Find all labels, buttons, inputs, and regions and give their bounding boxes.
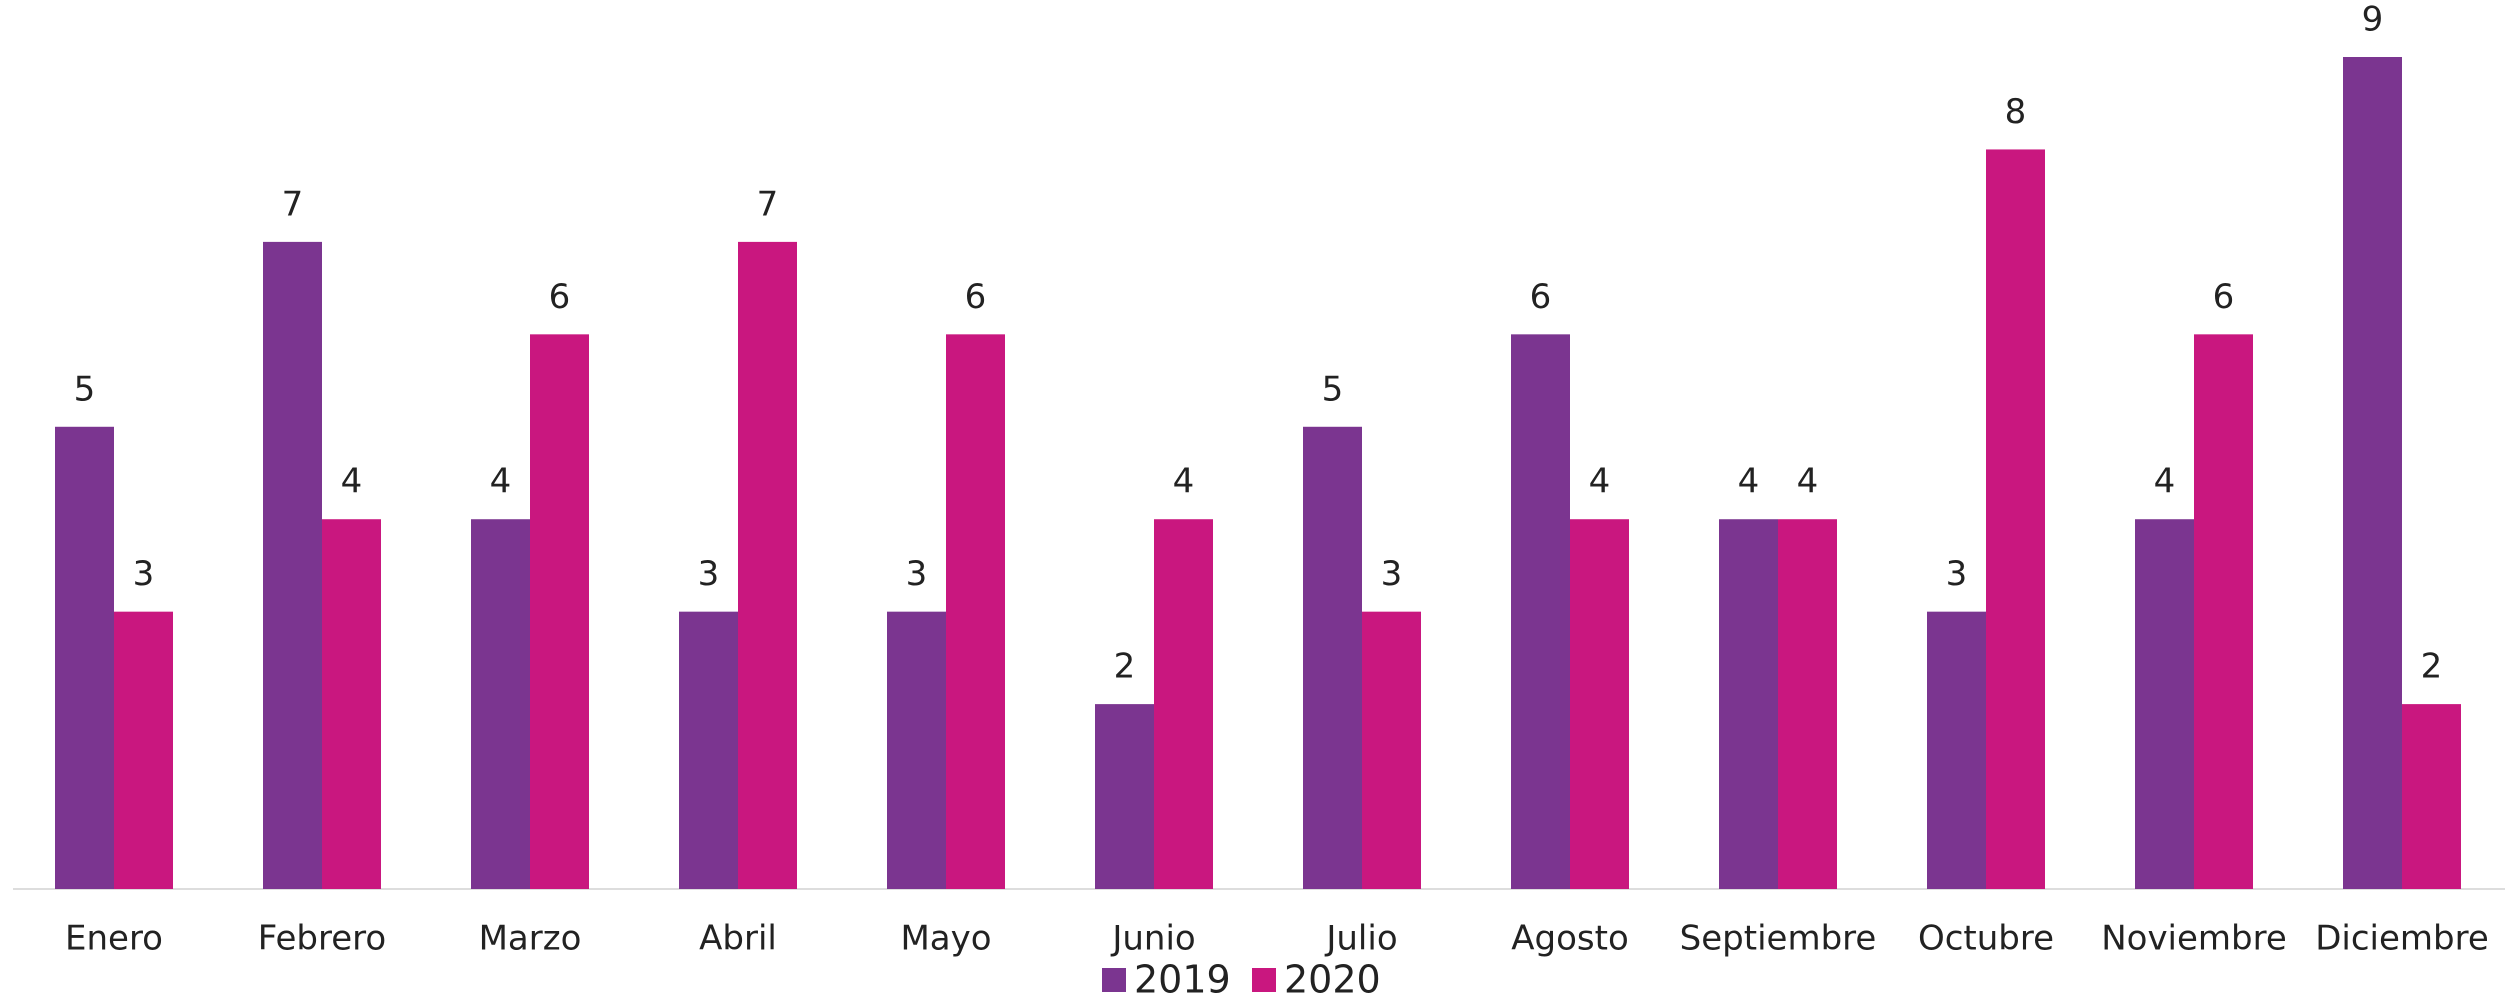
x-tick-label: Enero (65, 919, 163, 959)
data-label: 7 (282, 184, 304, 224)
data-label: 3 (906, 554, 928, 594)
bar (1778, 519, 1837, 889)
data-label: 4 (1589, 462, 1611, 502)
bar (322, 519, 381, 889)
bar (530, 334, 589, 889)
x-tick-label: Noviembre (2101, 919, 2287, 959)
bar (2402, 704, 2461, 889)
data-label: 6 (1530, 277, 1552, 317)
bar (55, 426, 114, 889)
data-label: 4 (490, 462, 512, 502)
legend-swatch (1252, 968, 1276, 992)
bar (679, 611, 738, 889)
bar (114, 611, 173, 889)
data-label: 4 (1738, 462, 1760, 502)
bar (1154, 519, 1213, 889)
x-tick-label: Julio (1324, 919, 1397, 959)
data-label: 6 (965, 277, 987, 317)
bar (1570, 519, 1629, 889)
bar (471, 519, 530, 889)
bar (1927, 611, 1986, 889)
bar (1511, 334, 1570, 889)
bar (1986, 149, 2045, 889)
bar (2194, 334, 2253, 889)
data-label: 4 (1797, 462, 1819, 502)
bar (1719, 519, 1778, 889)
data-label: 2 (1114, 647, 1136, 687)
x-tick-label: Diciembre (2315, 919, 2489, 959)
bar (887, 611, 946, 889)
x-tick-label: Marzo (479, 919, 582, 959)
x-tick-label: Agosto (1511, 919, 1629, 959)
data-label: 5 (74, 369, 96, 409)
x-tick-label: Febrero (258, 919, 386, 959)
data-label: 3 (1946, 554, 1968, 594)
bar (1095, 704, 1154, 889)
x-tick-label: Junio (1110, 919, 1195, 959)
data-label: 9 (2362, 0, 2384, 40)
data-label: 4 (2154, 462, 2176, 502)
x-tick-label: Mayo (900, 919, 991, 959)
bar (263, 241, 322, 889)
bar (738, 241, 797, 889)
data-label: 6 (2213, 277, 2235, 317)
x-tick-label: Septiembre (1680, 919, 1877, 959)
data-label: 5 (1322, 369, 1344, 409)
legend-label: 2019 (1134, 958, 1231, 1002)
legend-label: 2020 (1284, 958, 1381, 1002)
bar (2135, 519, 2194, 889)
data-label: 3 (698, 554, 720, 594)
data-label: 2 (2421, 647, 2443, 687)
data-label: 4 (341, 462, 363, 502)
bar (1303, 426, 1362, 889)
data-label: 8 (2005, 92, 2027, 132)
bar (2343, 57, 2402, 889)
bar (946, 334, 1005, 889)
x-tick-label: Abril (699, 919, 777, 959)
data-label: 7 (757, 184, 779, 224)
data-label: 3 (133, 554, 155, 594)
bar (1362, 611, 1421, 889)
x-tick-label: Octubre (1918, 919, 2054, 959)
data-label: 6 (549, 277, 571, 317)
data-label: 4 (1173, 462, 1195, 502)
data-label: 3 (1381, 554, 1403, 594)
legend-swatch (1102, 968, 1126, 992)
